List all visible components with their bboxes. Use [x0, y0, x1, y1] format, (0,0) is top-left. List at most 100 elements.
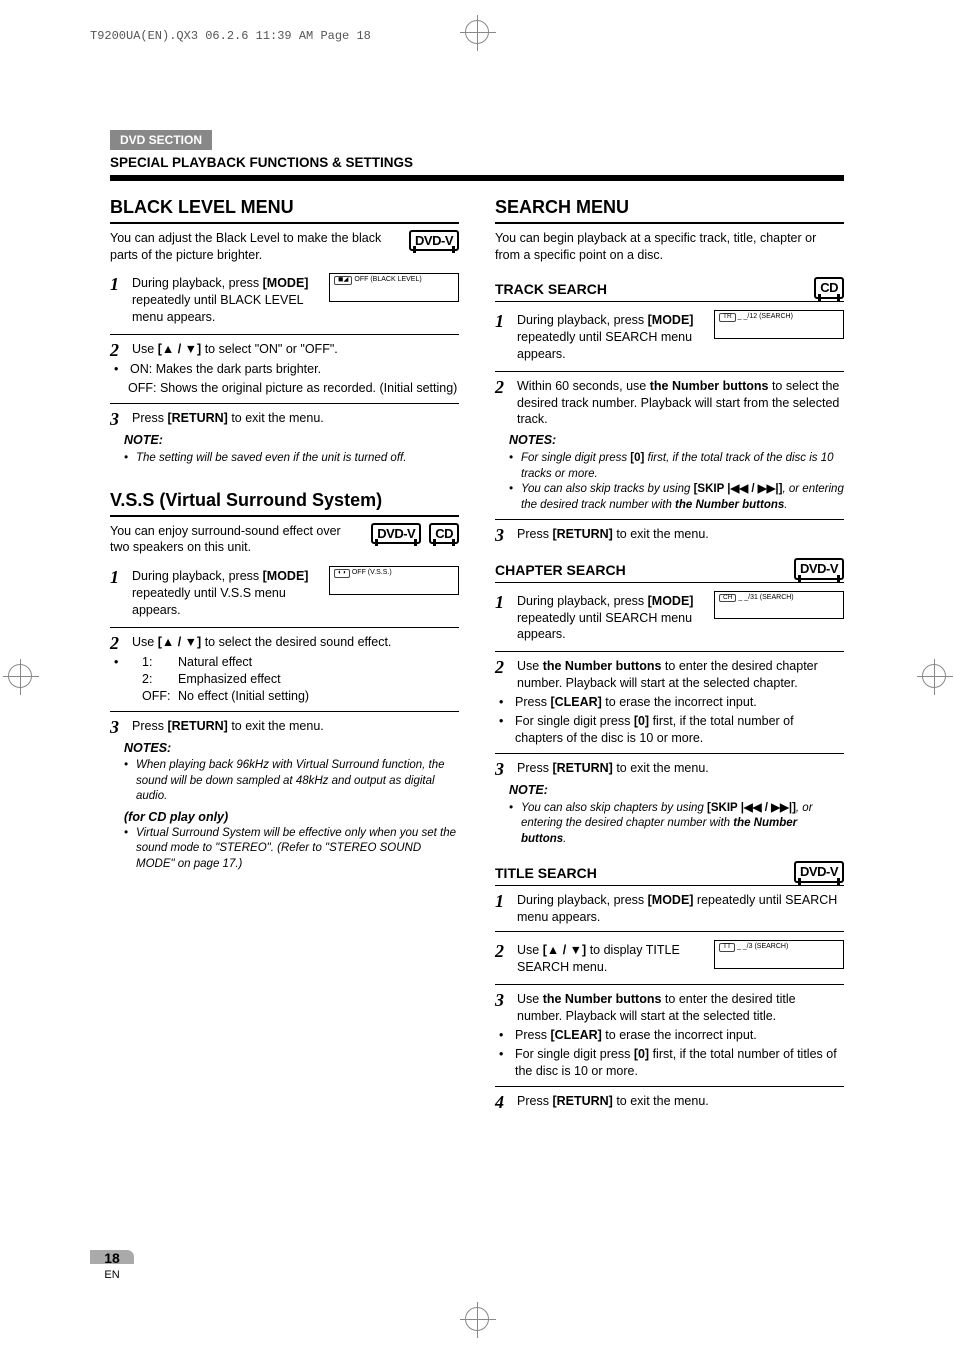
crop-mark-icon [465, 20, 489, 44]
step-body: Press [RETURN] to exit the menu. [132, 410, 459, 428]
crop-mark-icon [465, 1307, 489, 1331]
options-list: 1:Natural effect 2:Emphasized effect OFF… [114, 654, 459, 705]
divider [495, 519, 844, 520]
note-heading: NOTE: [509, 782, 844, 799]
crop-mark-icon [922, 664, 946, 688]
step-number: 2 [495, 942, 511, 976]
step-1: 1 During playback, press [MODE] repeated… [110, 564, 459, 621]
bullet-item: Press [CLEAR] to erase the incorrect inp… [499, 694, 844, 711]
note-item: You can also skip tracks by using [SKIP … [509, 482, 844, 513]
step-2: 2 Use [▲ / ▼] to display TITLE SEARCH me… [495, 938, 844, 978]
osd-preview: TT_ _/3 (SEARCH) [714, 940, 844, 969]
osd-pill: TR [719, 313, 736, 322]
step-body: Use [▲ / ▼] to select "ON" or "OFF". [132, 341, 459, 359]
page: T9200UA(EN).QX3 06.2.6 11:39 AM Page 18 … [0, 0, 954, 1351]
divider [495, 371, 844, 372]
step-number: 1 [495, 593, 511, 644]
osd-pill: TT [719, 943, 735, 952]
step-3: 3 Press [RETURN] to exit the menu. [110, 410, 459, 428]
note-item: Virtual Surround System will be effectiv… [124, 826, 459, 873]
heading-text: TRACK SEARCH [495, 280, 607, 299]
track-search-heading: TRACK SEARCH CD [495, 277, 844, 302]
step-number: 3 [495, 760, 511, 778]
step-4: 4 Press [RETURN] to exit the menu. [495, 1093, 844, 1111]
cd-badge-icon: CD [814, 277, 844, 299]
note-item: When playing back 96kHz with Virtual Sur… [124, 758, 459, 805]
search-intro: You can begin playback at a specific tra… [495, 230, 844, 264]
step-number: 1 [495, 892, 511, 926]
opt-label: 2: [142, 671, 178, 688]
bullet-item: For single digit press [0] first, if the… [499, 1046, 844, 1080]
page-lang: EN [90, 1268, 134, 1283]
bullet-item: For single digit press [0] first, if the… [499, 713, 844, 747]
step-body: Within 60 seconds, use the Number button… [517, 378, 844, 429]
step-2: 2 Use the Number buttons to enter the de… [495, 658, 844, 692]
osd-text: _ _/31 (SEARCH) [738, 594, 793, 601]
divider [495, 753, 844, 754]
step-number: 3 [495, 991, 511, 1025]
osd-preview: ◐◑OFF (V.S.S.) [329, 566, 459, 595]
opt-text: Natural effect [178, 654, 252, 671]
bullet-off: OFF: Shows the original picture as recor… [128, 380, 459, 397]
bullet-on: ON: Makes the dark parts brighter. [114, 361, 459, 378]
osd-preview: TR_ _/12 (SEARCH) [714, 310, 844, 339]
step-number: 3 [110, 718, 126, 736]
step-2: 2 Within 60 seconds, use the Number butt… [495, 378, 844, 429]
step-3: 3 Press [RETURN] to exit the menu. [495, 760, 844, 778]
step-body: Use the Number buttons to enter the desi… [517, 658, 844, 692]
opt-label: OFF: [142, 688, 178, 705]
step-number: 1 [495, 312, 511, 363]
divider [110, 175, 844, 181]
step-number: 4 [495, 1093, 511, 1111]
section-title: SPECIAL PLAYBACK FUNCTIONS & SETTINGS [110, 154, 844, 172]
heading-text: CHAPTER SEARCH [495, 561, 626, 580]
opt-text: No effect (Initial setting) [178, 688, 309, 705]
left-column: BLACK LEVEL MENU You can adjust the Blac… [110, 195, 459, 1112]
step-number: 3 [110, 410, 126, 428]
step-number: 2 [110, 341, 126, 359]
note-text: When playing back 96kHz with Virtual Sur… [136, 758, 459, 805]
dvd-v-badge-icon: DVD-V [409, 230, 459, 252]
search-heading: SEARCH MENU [495, 195, 844, 223]
divider [495, 1086, 844, 1087]
step-body: Use [▲ / ▼] to select the desired sound … [132, 634, 459, 652]
vss-intro: You can enjoy surround-sound effect over… [110, 523, 363, 557]
osd-text: OFF (BLACK LEVEL) [354, 276, 421, 283]
step-body: Press [RETURN] to exit the menu. [132, 718, 459, 736]
opt-label: 1: [142, 654, 178, 671]
divider [110, 403, 459, 404]
dvd-v-badge-icon: DVD-V [371, 523, 421, 545]
step-body: Press [RETURN] to exit the menu. [517, 760, 844, 778]
step-body: Use the Number buttons to enter the desi… [517, 991, 844, 1025]
title-search-heading: TITLE SEARCH DVD-V [495, 861, 844, 886]
step-number: 1 [110, 275, 126, 326]
section-header: DVD SECTION SPECIAL PLAYBACK FUNCTIONS &… [110, 130, 844, 181]
step-number: 2 [495, 378, 511, 429]
step-body: Press [RETURN] to exit the menu. [517, 526, 844, 544]
step-body: Press [RETURN] to exit the menu. [517, 1093, 844, 1111]
heading-text: BLACK LEVEL MENU [110, 195, 294, 219]
divider [110, 627, 459, 628]
step-number: 2 [495, 658, 511, 692]
cd-only-note: (for CD play only) [124, 809, 459, 826]
step-body: During playback, press [MODE] repeatedly… [517, 312, 702, 363]
step-body: During playback, press [MODE] repeatedly… [517, 593, 702, 644]
osd-text: _ _/12 (SEARCH) [738, 313, 793, 320]
step-body: Use [▲ / ▼] to display TITLE SEARCH menu… [517, 942, 702, 976]
note-text: Virtual Surround System will be effectiv… [136, 826, 459, 873]
step-3: 3 Press [RETURN] to exit the menu. [495, 526, 844, 544]
step-3: 3 Press [RETURN] to exit the menu. [110, 718, 459, 736]
print-header: T9200UA(EN).QX3 06.2.6 11:39 AM Page 18 [90, 28, 371, 44]
bullet-text: ON: Makes the dark parts brighter. [130, 361, 321, 378]
vss-heading: V.S.S (Virtual Surround System) [110, 488, 459, 516]
note-heading: NOTES: [124, 740, 459, 757]
dvd-v-badge-icon: DVD-V [794, 558, 844, 580]
dvd-v-badge-icon: DVD-V [794, 861, 844, 883]
section-tag: DVD SECTION [110, 130, 212, 150]
bullet-item: Press [CLEAR] to erase the incorrect inp… [499, 1027, 844, 1044]
opt-text: Emphasized effect [178, 671, 281, 688]
step-number: 1 [110, 568, 126, 619]
step-2: 2 Use [▲ / ▼] to select the desired soun… [110, 634, 459, 652]
note-heading: NOTES: [509, 432, 844, 449]
note-heading: NOTE: [124, 432, 459, 449]
